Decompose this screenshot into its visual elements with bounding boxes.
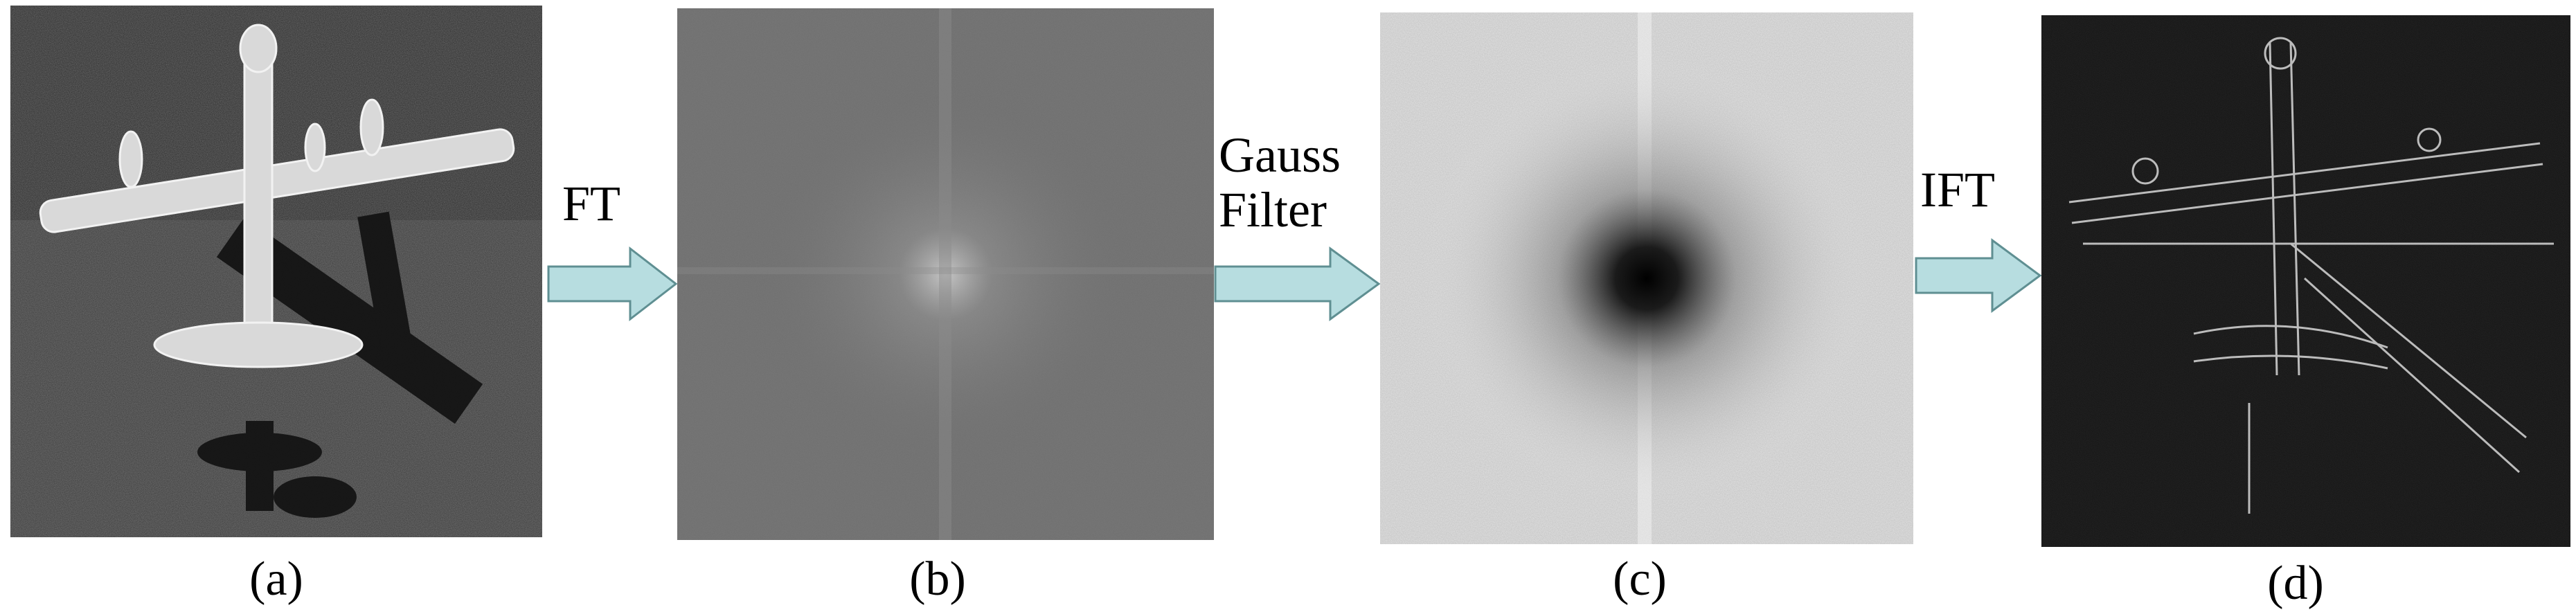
ift-label: IFT <box>1920 162 1995 217</box>
gauss-filter-label: Gauss Filter <box>1219 127 1341 238</box>
gauss-filter-label-line1: Gauss <box>1219 127 1341 183</box>
gauss-filter-label-line2: Filter <box>1219 182 1327 238</box>
caption-b: (b) <box>909 552 966 606</box>
caption-a: (a) <box>249 552 303 606</box>
airplane-photo <box>10 6 542 537</box>
ft-arrow-icon <box>547 246 678 322</box>
fourier-spectrum-panel <box>677 8 1214 540</box>
ift-arrow-icon <box>1915 238 2042 313</box>
edge-image <box>2041 15 2570 547</box>
ft-label: FT <box>562 176 621 231</box>
filtered-spectrum-image <box>1380 12 1913 544</box>
spectrum-image <box>677 8 1214 540</box>
caption-d: (d) <box>2267 557 2324 610</box>
edge-result-panel <box>2041 15 2570 547</box>
original-image-panel <box>10 6 542 537</box>
caption-c: (c) <box>1613 552 1667 606</box>
gauss-filter-arrow-icon <box>1214 246 1381 321</box>
filtered-spectrum-panel <box>1380 12 1913 544</box>
